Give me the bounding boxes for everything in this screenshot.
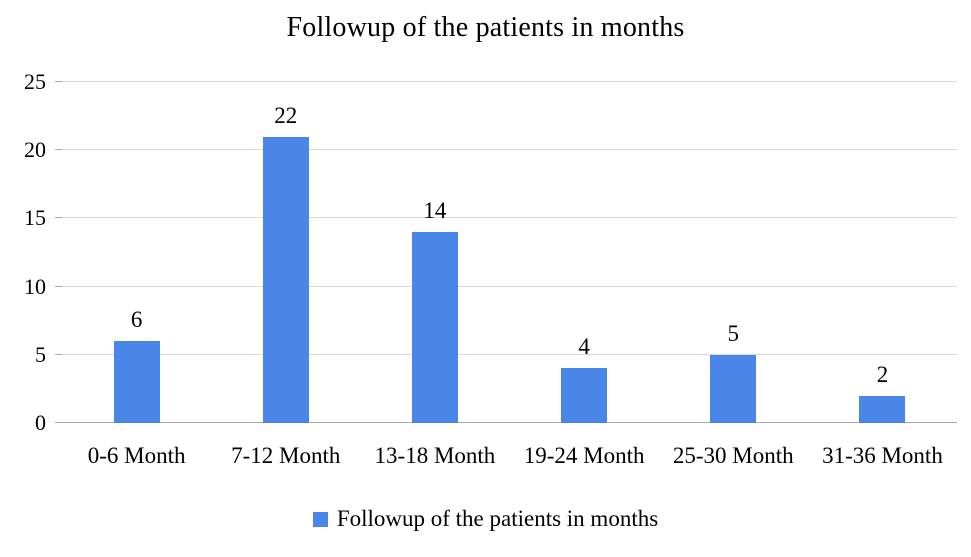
bar-value-label: 22	[274, 102, 298, 128]
y-tick-label: 10	[24, 273, 46, 299]
bar-column: 6	[62, 82, 211, 423]
bars-row: 6 22 14 4 5 2	[62, 82, 957, 423]
legend-label: Followup of the patients in months	[336, 506, 659, 531]
bar-column: 22	[211, 82, 360, 423]
bar-value-label: 5	[727, 320, 740, 346]
y-tick-mark	[55, 422, 62, 423]
y-tick-label: 0	[35, 410, 46, 435]
y-tick-mark	[55, 217, 62, 219]
x-axis-label: 19-24 Month	[523, 443, 645, 468]
x-axis-label: 13-18 Month	[374, 443, 496, 468]
y-tick-mark	[55, 149, 62, 151]
x-axis-label: 0-6 Month	[87, 443, 186, 468]
gridline	[62, 217, 957, 219]
bar-value-label: 14	[423, 198, 447, 224]
chart-title: Followup of the patients in months	[286, 12, 685, 43]
y-tick-mark	[55, 285, 62, 287]
x-axis-line	[62, 422, 957, 423]
bar-column: 5	[659, 82, 808, 423]
bar	[262, 136, 309, 423]
x-axis-label: 31-36 Month	[822, 443, 943, 468]
x-axis-labels: 0-6 Month 7-12 Month 13-18 Month 19-24 Mont…	[62, 443, 957, 469]
x-axis-label: 25-30 Month	[672, 443, 794, 468]
legend-swatch-icon	[312, 511, 328, 527]
gridline	[62, 353, 957, 355]
bar	[113, 341, 160, 423]
bar-column: 14	[360, 82, 509, 423]
bar	[561, 368, 608, 423]
y-tick-mark	[55, 81, 62, 82]
y-tick-mark	[55, 353, 62, 355]
x-axis-label: 7-12 Month	[231, 443, 341, 468]
y-tick-label: 25	[24, 69, 46, 94]
bar	[859, 395, 906, 423]
y-tick-label: 20	[24, 137, 46, 163]
bar-column: 4	[510, 82, 659, 423]
bar	[710, 354, 757, 423]
gridline	[62, 149, 957, 151]
gridline	[62, 285, 957, 287]
y-tick-label: 5	[35, 341, 46, 367]
bar-value-label: 4	[578, 334, 590, 360]
y-tick-label: 15	[24, 205, 46, 231]
gridline	[62, 81, 957, 82]
bar-value-label: 2	[876, 361, 889, 387]
legend: Followup of the patients in months	[0, 506, 971, 532]
bar	[411, 232, 458, 423]
bar-value-label: 6	[130, 307, 143, 333]
plot-area: 0 5 10 15 20 25 6 22 14 4 5 2	[24, 69, 957, 435]
bar-column: 2	[808, 82, 957, 423]
